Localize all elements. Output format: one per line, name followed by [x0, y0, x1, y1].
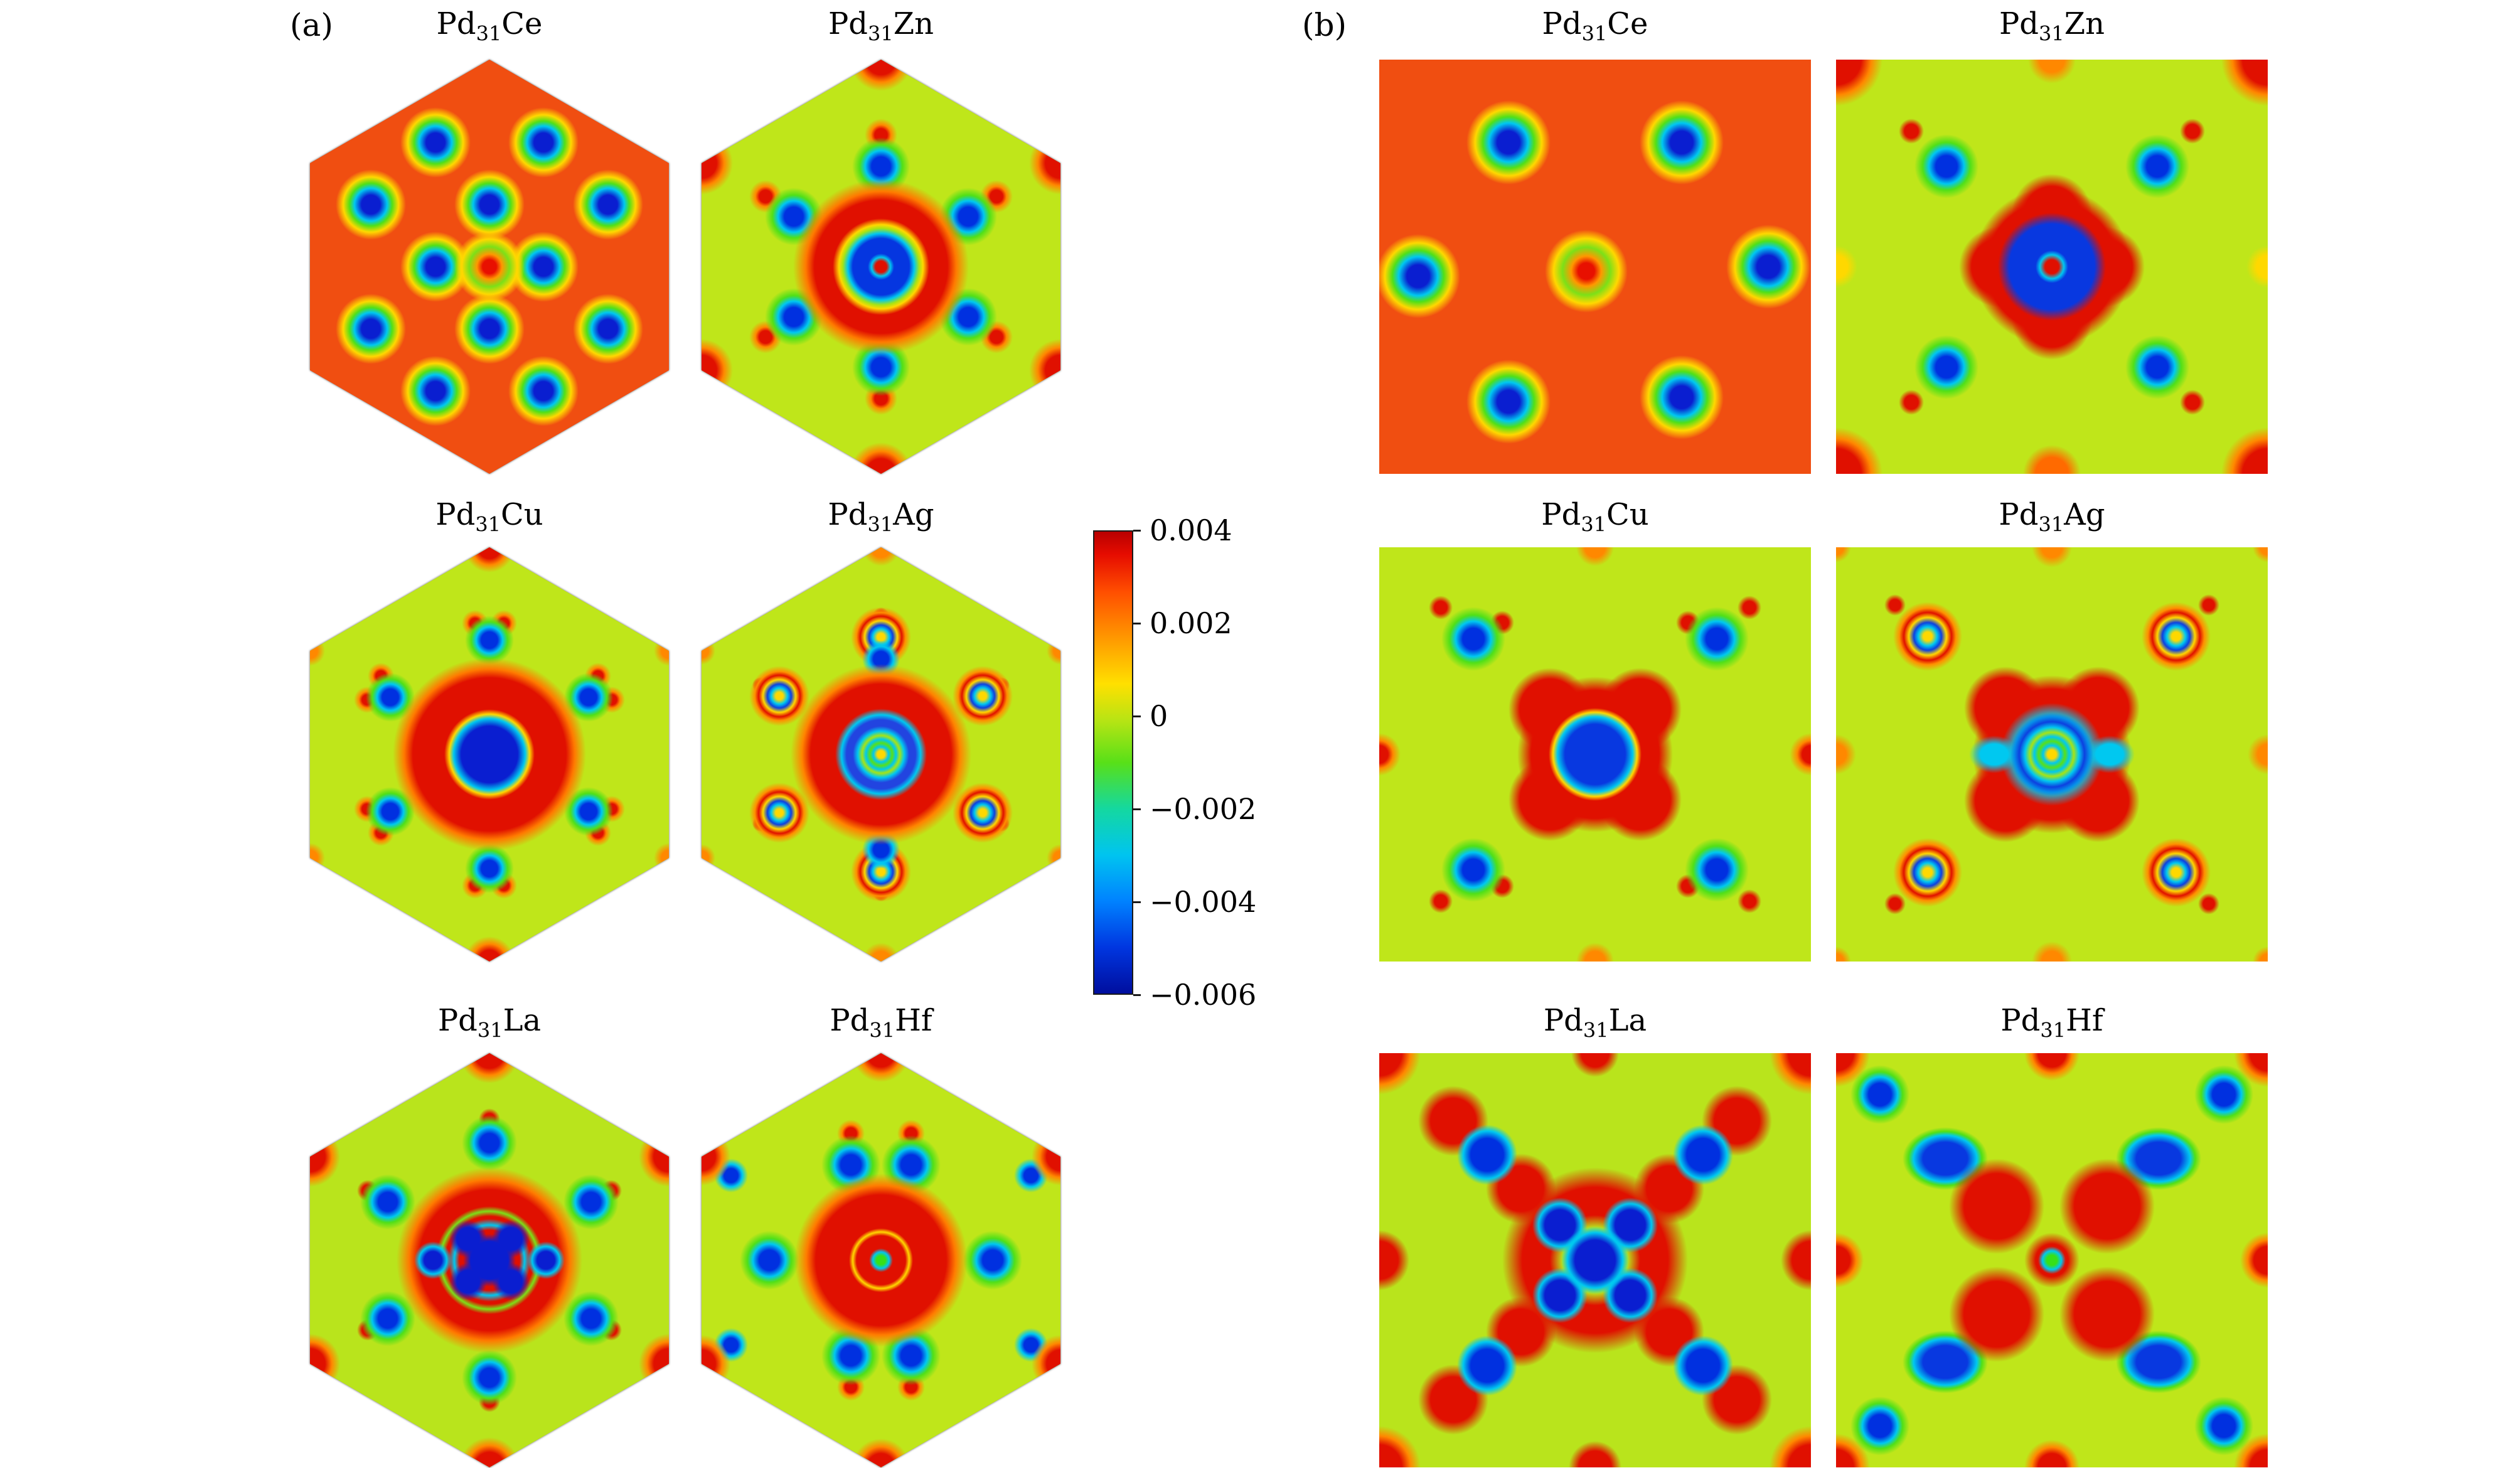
plot-title-a-pd31ce: Pd31Ce	[310, 5, 669, 53]
title-text: Zn	[2064, 6, 2105, 41]
title-text: Zn	[893, 6, 934, 41]
plot-title-b-pd31zn: Pd31Zn	[1836, 5, 2268, 53]
title-text: Pd	[435, 497, 476, 532]
heatmap-a-pd31zn	[702, 60, 1060, 474]
title-text: Pd	[1543, 1003, 1583, 1038]
panel-b-label: (b)	[1302, 7, 1347, 43]
title-subscript: 31	[477, 1018, 503, 1042]
colorbar-tick	[1133, 530, 1141, 532]
plot-title-a-pd31ag: Pd31Ag	[702, 496, 1060, 544]
title-text: Ag	[893, 497, 934, 532]
title-text: Pd	[1999, 497, 2039, 532]
colorbar-tick-label-0: 0.004	[1150, 513, 1232, 547]
plot-title-a-pd31cu: Pd31Cu	[310, 496, 669, 544]
colorbar-tick-label-1: 0.002	[1150, 606, 1232, 640]
title-text: Hf	[2066, 1003, 2103, 1038]
plot-title-b-pd31hf: Pd31Hf	[1836, 1002, 2268, 1049]
title-subscript: 31	[2040, 1018, 2066, 1042]
heatmap-surface-a-pd31ag	[702, 547, 1060, 962]
title-text: Pd	[2000, 1003, 2041, 1038]
heatmap-surface-a-pd31zn	[702, 60, 1060, 474]
heatmap-a-pd31cu	[310, 547, 669, 962]
title-text: Pd	[828, 6, 868, 41]
title-subscript: 31	[476, 21, 502, 46]
title-text: Ce	[501, 6, 543, 41]
colorbar-tick	[1133, 901, 1141, 903]
title-subscript: 31	[1581, 512, 1607, 537]
title-text: Cu	[1606, 497, 1649, 532]
panel-a-label: (a)	[290, 7, 333, 43]
colorbar-tick-label-5: −0.006	[1150, 978, 1257, 1012]
plot-title-a-pd31la: Pd31La	[310, 1002, 669, 1049]
heatmap-b-pd31zn	[1836, 60, 2268, 474]
title-text: La	[503, 1003, 542, 1038]
title-text: Ce	[1607, 6, 1648, 41]
colorbar-tick-label-4: −0.004	[1150, 885, 1257, 919]
title-text: Pd	[1541, 497, 1581, 532]
colorbar	[1093, 530, 1133, 995]
colorbar-tick-label-3: −0.002	[1150, 792, 1257, 826]
title-subscript: 31	[2039, 21, 2064, 46]
title-subscript: 31	[1583, 1018, 1609, 1042]
plot-title-b-pd31ag: Pd31Ag	[1836, 496, 2268, 544]
colorbar-tick	[1133, 715, 1141, 717]
title-subscript: 31	[475, 512, 501, 537]
colorbar-tick	[1133, 808, 1141, 810]
title-text: Pd	[436, 6, 476, 41]
title-text: Cu	[501, 497, 543, 532]
title-text: Pd	[1542, 6, 1582, 41]
heatmap-surface-a-pd31ce	[310, 60, 669, 474]
colorbar-tick	[1133, 994, 1141, 996]
title-subscript: 31	[869, 1018, 895, 1042]
plot-title-a-pd31hf: Pd31Hf	[702, 1002, 1060, 1049]
colorbar-tick	[1133, 623, 1141, 624]
heatmap-surface-a-pd31la	[310, 1053, 669, 1467]
heatmap-surface-a-pd31cu	[310, 547, 669, 962]
heatmap-a-pd31ag	[702, 547, 1060, 962]
title-subscript: 31	[867, 512, 894, 537]
colorbar-tick-label-2: 0	[1150, 699, 1168, 733]
plot-title-b-pd31cu: Pd31Cu	[1379, 496, 1811, 544]
title-text: Pd	[1999, 6, 2039, 41]
title-text: Pd	[828, 497, 868, 532]
plot-title-b-pd31la: Pd31La	[1379, 1002, 1811, 1049]
heatmap-b-pd31ce	[1379, 60, 1811, 474]
title-text: La	[1608, 1003, 1647, 1038]
title-subscript: 31	[868, 21, 894, 46]
title-subscript: 31	[1581, 21, 1608, 46]
heatmap-a-pd31ce	[310, 60, 669, 474]
heatmap-b-pd31hf	[1836, 1053, 2268, 1467]
heatmap-b-pd31la	[1379, 1053, 1811, 1467]
plot-title-a-pd31zn: Pd31Zn	[702, 5, 1060, 53]
title-text: Hf	[895, 1003, 932, 1038]
title-subscript: 31	[2038, 512, 2064, 537]
title-text: Ag	[2064, 497, 2105, 532]
heatmap-a-pd31la	[310, 1053, 669, 1467]
heatmap-b-pd31ag	[1836, 547, 2268, 962]
heatmap-b-pd31cu	[1379, 547, 1811, 962]
heatmap-surface-a-pd31hf	[702, 1053, 1060, 1467]
title-text: Pd	[830, 1003, 870, 1038]
plot-title-b-pd31ce: Pd31Ce	[1379, 5, 1811, 53]
heatmap-a-pd31hf	[702, 1053, 1060, 1467]
title-text: Pd	[437, 1003, 478, 1038]
